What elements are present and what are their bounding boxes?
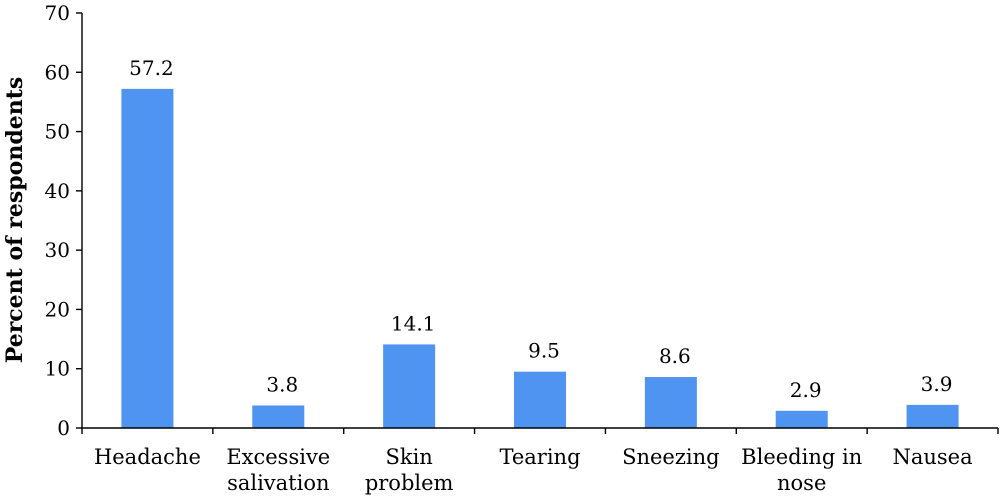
x-tick-label: Bleeding in nose — [741, 445, 862, 495]
y-tick-label: 30 — [45, 238, 70, 262]
bar-bleeding-in-nose — [775, 410, 828, 428]
x-tick-label: Sneezing — [622, 445, 720, 469]
y-tick-label: 70 — [45, 1, 70, 25]
x-tick-label: Excessive salivation — [226, 445, 330, 495]
data-label: 3.9 — [921, 372, 953, 396]
data-label: 57.2 — [129, 56, 174, 80]
data-label: 8.6 — [659, 344, 691, 368]
y-axis-title: Percent of respondents — [2, 77, 28, 364]
bar-tearing — [514, 371, 566, 428]
bar-excessive-salivation — [252, 405, 305, 428]
x-axis: Headache Excessive salivation Skin problem Te… — [81, 428, 999, 495]
x-tick-label: Skin problem — [365, 445, 454, 495]
y-axis: 0 10 20 30 40 50 60 70 — [45, 1, 82, 440]
bar-nausea — [906, 404, 959, 428]
x-tick-label: Headache — [94, 445, 201, 469]
x-tick-label: Tearing — [499, 445, 580, 469]
data-label: 9.5 — [528, 339, 560, 363]
data-label: 2.9 — [790, 378, 822, 402]
y-tick-label: 60 — [45, 60, 70, 84]
y-tick-label: 40 — [45, 179, 70, 203]
y-tick-label: 10 — [45, 357, 70, 381]
bar-headache — [121, 88, 174, 428]
y-tick-label: 0 — [57, 416, 70, 440]
y-tick-label: 50 — [45, 120, 70, 144]
bar-skin-problem — [383, 344, 436, 428]
x-tick-label: Nausea — [892, 445, 972, 469]
data-label: 14.1 — [391, 311, 436, 335]
bar-sneezing — [644, 377, 697, 428]
data-label: 3.8 — [266, 372, 298, 396]
value-labels-group: 57.2 3.8 14.1 9.5 8.6 2.9 3.9 — [129, 56, 952, 402]
y-tick-label: 20 — [45, 297, 70, 321]
bars-group — [121, 88, 959, 428]
